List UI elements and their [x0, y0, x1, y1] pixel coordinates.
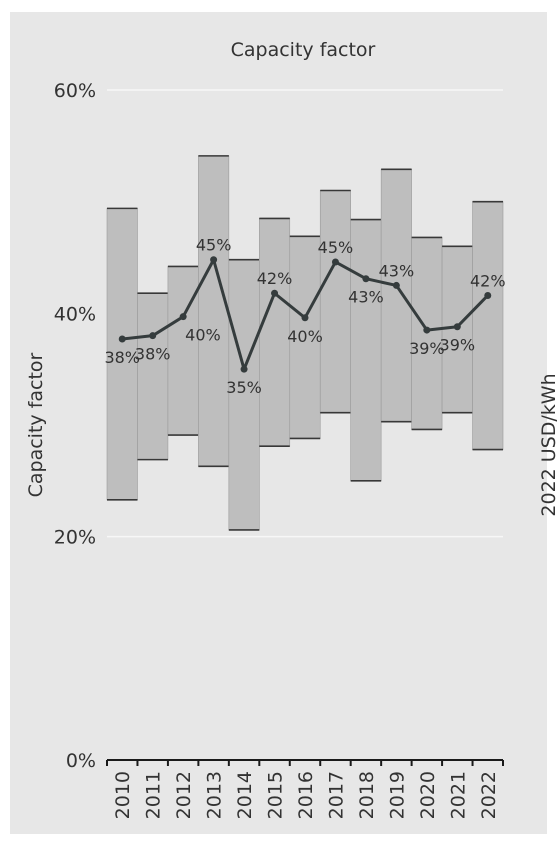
y-tick-label: 20%: [54, 527, 96, 549]
x-tick-label: 2010: [112, 771, 134, 819]
average-point: [484, 291, 492, 299]
data-label: 42%: [257, 269, 293, 288]
data-label: 43%: [379, 261, 415, 280]
range-bar: [228, 259, 260, 531]
chart-title: Capacity factor: [231, 39, 376, 61]
x-tick-label: 2014: [234, 771, 256, 819]
average-point: [210, 256, 218, 264]
range-bar: [259, 218, 291, 447]
range-bar: [106, 208, 138, 501]
range-bar: [198, 155, 230, 467]
x-axis: [106, 759, 504, 766]
data-label: 38%: [135, 345, 171, 364]
y-axis-label: Capacity factor: [25, 352, 47, 497]
average-line-series: 38%38% 40% 45% 35% 42% 40% 45% 43% 43% 39%39% 42%: [104, 236, 505, 397]
average-point: [392, 281, 400, 289]
average-point: [423, 326, 431, 334]
data-label: 39%: [409, 339, 445, 358]
x-tick-label: 2022: [478, 771, 500, 819]
average-point: [240, 365, 248, 373]
data-label: 42%: [470, 271, 506, 290]
secondary-y-axis-label: 2022 USD/kWh: [538, 373, 557, 516]
range-bar: [350, 219, 382, 482]
y-tick-labels: 0% 20% 40% 60%: [54, 80, 96, 772]
average-point: [301, 314, 309, 322]
x-tick-label: 2021: [447, 771, 469, 819]
y-tick-label: 40%: [54, 303, 96, 325]
y-tick-label: 0%: [66, 750, 96, 772]
data-label: 39%: [440, 336, 476, 355]
range-bar: [137, 292, 169, 460]
y-tick-label: 60%: [54, 80, 96, 102]
average-point: [271, 289, 279, 297]
range-bar: [289, 235, 321, 439]
x-tick-label: 2013: [204, 771, 226, 819]
average-point: [331, 258, 339, 266]
x-tick-label: 2017: [325, 771, 347, 819]
range-bar: [167, 266, 199, 436]
average-point: [118, 335, 126, 343]
x-tick-label: 2011: [143, 771, 165, 819]
average-point: [362, 275, 370, 283]
x-tick-label: 2012: [173, 771, 195, 819]
x-tick-label: 2020: [417, 771, 439, 819]
x-tick-label: 2019: [386, 771, 408, 819]
x-tick-label: 2016: [295, 771, 317, 819]
average-point: [149, 332, 157, 340]
data-label: 40%: [185, 326, 221, 345]
average-point: [453, 323, 461, 331]
range-bars: [106, 155, 504, 531]
data-label: 45%: [196, 236, 232, 255]
data-label: 43%: [348, 288, 384, 307]
data-label: 40%: [287, 327, 323, 346]
x-tick-labels: 2010 2011 2012 2013 2014 2015 2016 2017 2018 2019…: [112, 771, 500, 819]
range-bar: [472, 201, 504, 450]
average-point: [179, 313, 187, 321]
data-label: 35%: [226, 378, 262, 397]
data-label: 45%: [318, 238, 354, 257]
x-tick-label: 2015: [265, 771, 287, 819]
x-tick-label: 2018: [356, 771, 378, 819]
range-bar: [380, 168, 412, 422]
range-bar: [319, 190, 351, 414]
data-label: 38%: [104, 348, 140, 367]
